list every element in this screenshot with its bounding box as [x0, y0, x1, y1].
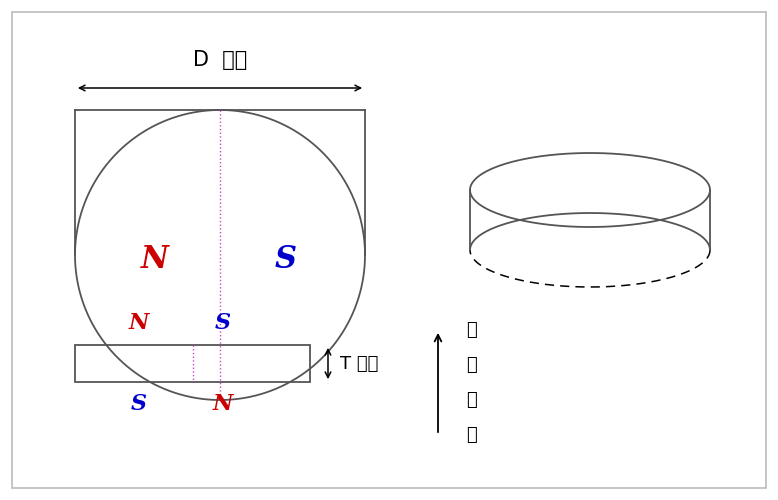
Text: T 厚度: T 厚度	[340, 354, 378, 372]
Text: S: S	[215, 312, 231, 334]
Text: 向: 向	[466, 426, 477, 444]
Text: 方: 方	[466, 391, 477, 409]
Text: D  直径: D 直径	[193, 50, 247, 70]
Bar	[75, 345, 310, 382]
Text: N: N	[213, 393, 233, 415]
Text: S: S	[275, 244, 296, 276]
Text: N: N	[141, 244, 169, 276]
Text: 磁: 磁	[466, 356, 477, 374]
Text: S: S	[131, 393, 146, 415]
Text: 充: 充	[466, 321, 477, 339]
Text: N: N	[128, 312, 149, 334]
